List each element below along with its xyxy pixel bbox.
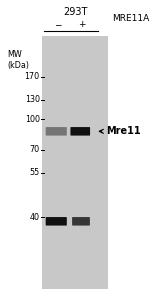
Text: −: − [54, 20, 62, 29]
Text: 100: 100 [25, 115, 40, 124]
Bar [42, 36, 108, 289]
Text: MRE11A: MRE11A [112, 14, 150, 23]
Text: 293T: 293T [63, 7, 87, 17]
Text: 170: 170 [25, 72, 40, 81]
FancyBboxPatch shape [70, 127, 90, 136]
FancyBboxPatch shape [46, 217, 67, 226]
Text: MW
(kDa): MW (kDa) [8, 50, 30, 70]
FancyBboxPatch shape [46, 127, 67, 136]
FancyBboxPatch shape [72, 217, 90, 226]
Text: 40: 40 [30, 213, 40, 222]
Text: 130: 130 [25, 95, 40, 104]
Text: +: + [78, 20, 85, 29]
Text: 55: 55 [30, 168, 40, 177]
Text: 70: 70 [30, 145, 40, 154]
Text: Mre11: Mre11 [106, 126, 140, 136]
